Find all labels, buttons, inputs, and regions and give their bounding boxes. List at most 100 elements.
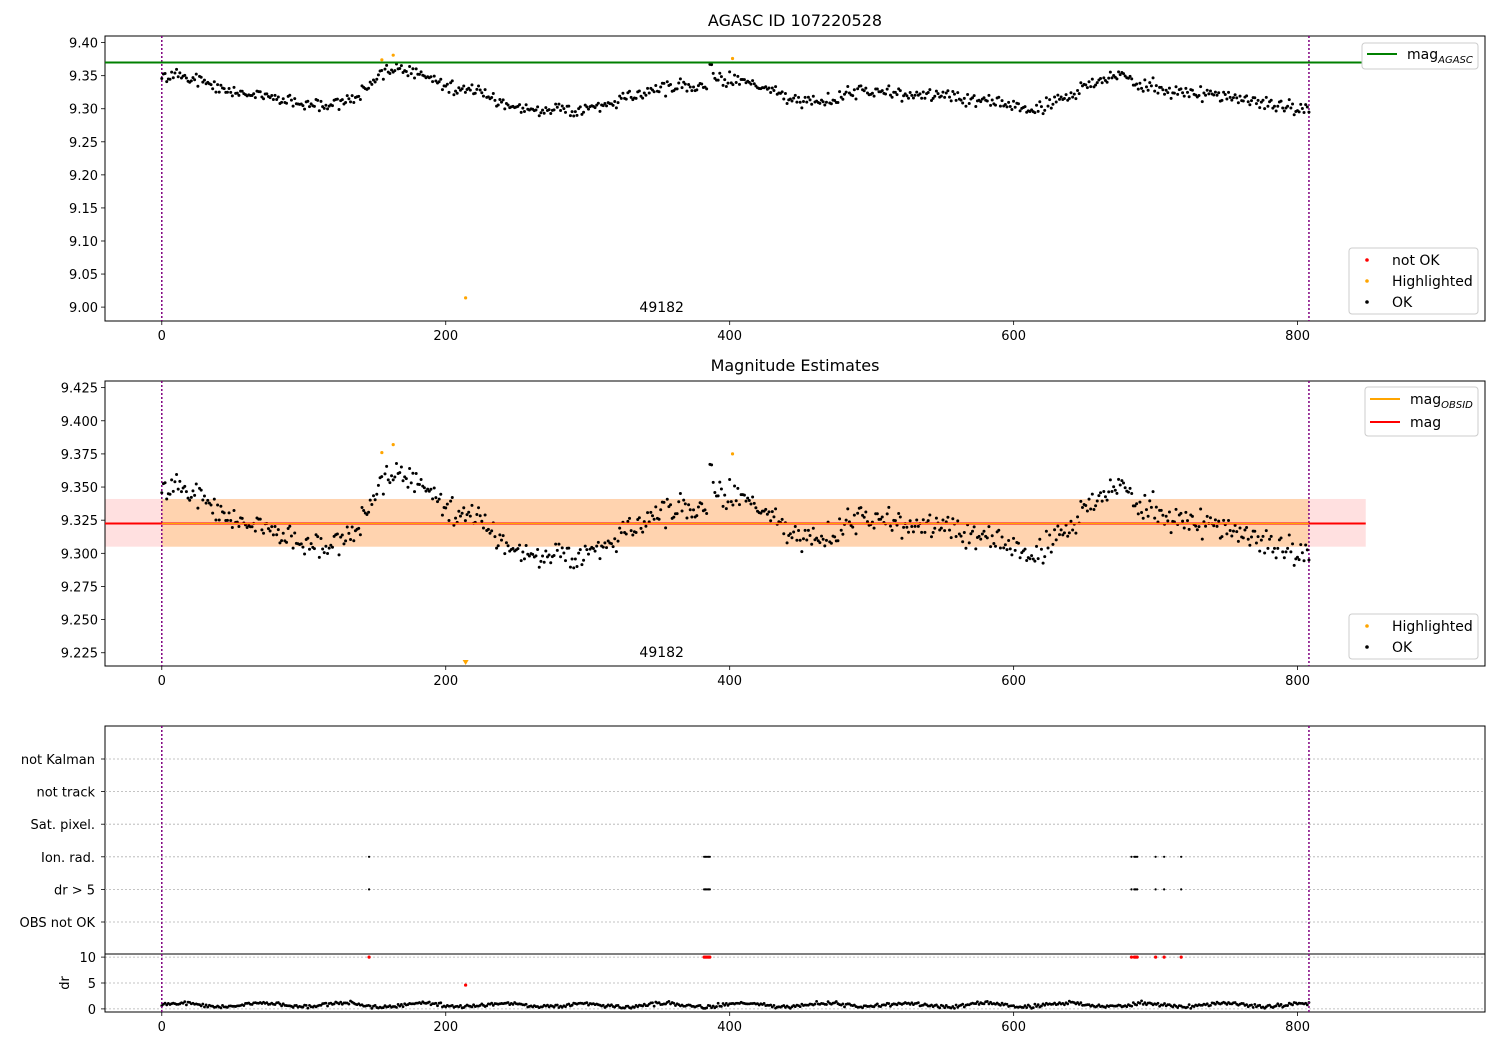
top-ytick-label: 9.35 (69, 70, 98, 85)
top-ok-point (367, 86, 371, 90)
top-ok-point (183, 73, 187, 77)
middle-ok-point (908, 519, 912, 523)
middle-ok-point (1061, 533, 1065, 537)
dr-ok-point (291, 1005, 295, 1009)
top-ok-point (1072, 92, 1076, 96)
middle-ok-point (278, 541, 282, 545)
top-ok-point (603, 102, 607, 106)
middle-ok-point (637, 516, 641, 520)
middle-ok-point (436, 500, 440, 504)
flags-point (1154, 888, 1157, 891)
dr-ok-point (1035, 1005, 1038, 1008)
top-ok-point (733, 73, 737, 77)
top-ok-point (417, 72, 421, 76)
middle-ok-point (1043, 555, 1047, 559)
top-ok-point (1300, 106, 1304, 110)
middle-ok-point (390, 474, 394, 478)
top-ok-point (478, 88, 482, 92)
top-ok-point (737, 82, 741, 86)
dr-ok-point (183, 1000, 187, 1004)
middle-ok-point (591, 546, 595, 550)
top-ok-point (677, 81, 681, 85)
middle-ok-point (767, 510, 771, 514)
top-ok-point (1128, 74, 1132, 78)
top-ok-point (560, 104, 564, 108)
middle-ok-point (209, 503, 213, 507)
middle-ok-point (972, 525, 976, 529)
top-ok-point (811, 94, 815, 98)
dr-ok-point (772, 1004, 776, 1007)
top-ok-point (736, 74, 740, 78)
top-ok-point (711, 71, 715, 75)
top-ok-point (619, 96, 623, 100)
middle-ok-point (1059, 528, 1063, 532)
top-ytick-label: 9.30 (69, 103, 98, 118)
dr-ok-point (910, 1001, 914, 1005)
top-ok-point (1186, 90, 1190, 94)
middle-ok-point (1289, 550, 1293, 554)
middle-ok-point (176, 487, 180, 491)
top-ok-point (1033, 111, 1037, 115)
top-ok-point (373, 80, 377, 84)
middle-ok-point (744, 499, 748, 503)
middle-ok-point (815, 536, 819, 540)
top-ok-point (1307, 110, 1311, 114)
middle-ok-point (309, 542, 313, 546)
top-ok-point (687, 82, 691, 86)
top-ok-point (1182, 94, 1186, 98)
middle-ok-point (1174, 507, 1178, 511)
middle-ok-point (557, 542, 561, 546)
top-ok-point (1164, 88, 1168, 92)
middle-ok-point (1143, 493, 1147, 497)
dr-ok-point (962, 1005, 966, 1009)
top-ok-point (782, 97, 786, 101)
top-ok-point (642, 91, 646, 95)
middle-ok-point (280, 539, 284, 543)
middle-ok-point (1036, 557, 1040, 561)
middle-ok-point (1031, 557, 1035, 561)
middle-ok-point (833, 535, 837, 539)
dr-ok-point (1245, 1003, 1248, 1007)
top-ok-point (974, 104, 978, 108)
dr-ok-point (552, 1005, 556, 1009)
top-ok-point (1176, 92, 1180, 96)
top-ok-point (690, 89, 694, 93)
dr-flagged-point (367, 955, 371, 959)
dr-ok-point (485, 1004, 489, 1008)
dr-ok-point (887, 1002, 891, 1005)
middle-ok-point (422, 486, 426, 490)
dr-flagged-point (1129, 955, 1134, 959)
top-ok-point (1053, 95, 1057, 99)
middle-ok-point (1069, 519, 1073, 523)
top-ok-point (774, 85, 778, 89)
dr-ok-point (938, 1006, 942, 1010)
middle-ok-point (734, 499, 738, 503)
top-ok-point (769, 91, 773, 95)
middle-xtick-label: 400 (717, 674, 742, 689)
flags-row-label: dr > 5 (54, 883, 95, 898)
dr-ok-point (999, 1003, 1002, 1007)
middle-ok-point (463, 519, 467, 523)
dr-ok-point (370, 1006, 374, 1010)
dr-ok-point (762, 1002, 766, 1005)
top-ok-point (982, 96, 986, 100)
middle-ok-point (907, 530, 911, 534)
middle-ok-point (1199, 507, 1203, 511)
dr-flagged-point (1162, 955, 1166, 959)
middle-ok-point (931, 530, 935, 534)
middle-ok-point (319, 536, 323, 540)
middle-ok-point (1208, 516, 1212, 520)
middle-ok-point (266, 527, 270, 531)
dr-ok-point (1241, 1002, 1245, 1005)
middle-ok-point (997, 528, 1001, 532)
middle-ok-point (824, 538, 828, 542)
middle-ok-point (1039, 547, 1043, 551)
top-ok-point (1169, 96, 1173, 100)
top-ok-point (549, 111, 553, 115)
middle-ok-point (344, 539, 348, 543)
dr-ok-point (206, 1005, 210, 1009)
top-ok-point (1067, 97, 1071, 101)
dr-ok-point (368, 1004, 372, 1008)
top-ok-point (1130, 77, 1134, 81)
